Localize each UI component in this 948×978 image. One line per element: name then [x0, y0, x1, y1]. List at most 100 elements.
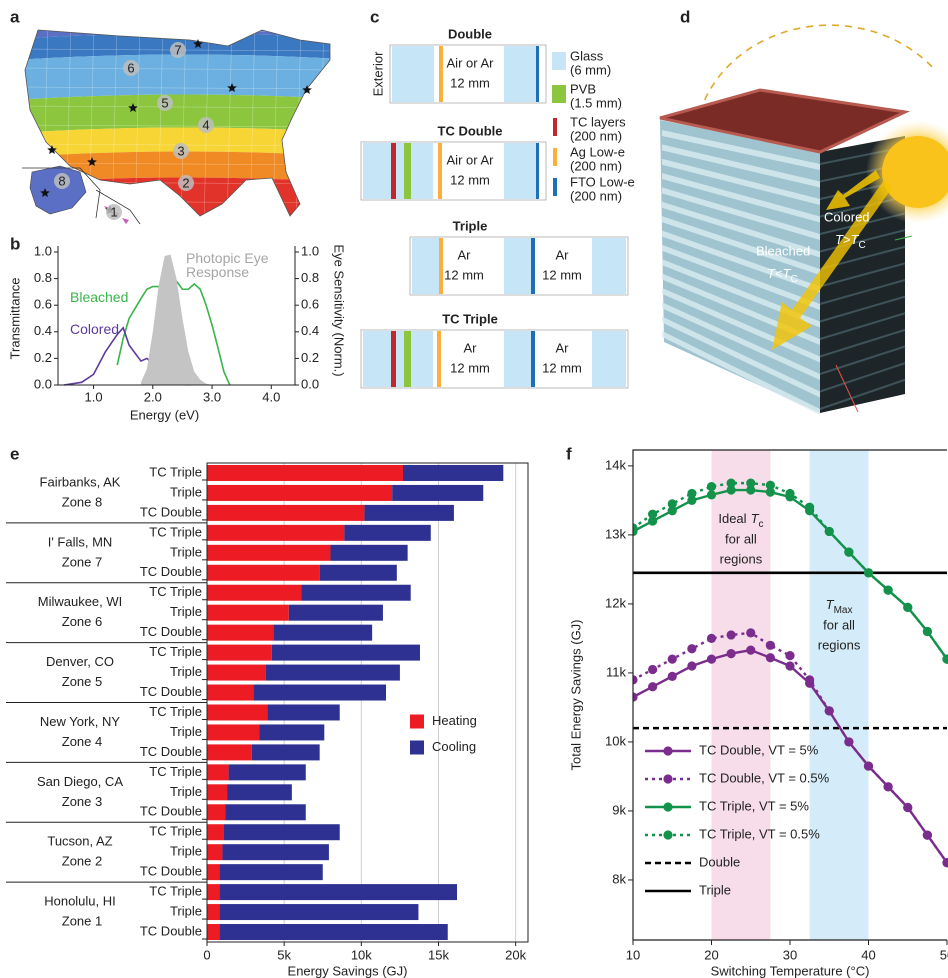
- y-tick-label: 0.8: [34, 270, 52, 285]
- zone-label: 8: [58, 173, 65, 188]
- window-layer: [592, 238, 626, 294]
- group-city: Milwaukee, WI: [38, 594, 123, 609]
- window-layer: [438, 143, 442, 199]
- group-city: New York, NY: [40, 714, 121, 729]
- series-marker: [923, 627, 932, 636]
- row-label: TC Double: [140, 923, 202, 938]
- y-tick-label: 14k: [605, 457, 626, 472]
- bar-segment: [344, 525, 430, 541]
- series-marker: [687, 489, 696, 498]
- legend-label: TC layers: [570, 114, 626, 129]
- gap-gas: Ar: [556, 247, 570, 262]
- series-marker: [785, 489, 794, 498]
- window-layer: [391, 143, 396, 199]
- gap-gas: Ar: [556, 340, 570, 355]
- row-label: TC Double: [140, 684, 202, 699]
- row-label: Triple: [170, 544, 202, 559]
- y-axis-title: Total Energy Savings (GJ): [568, 619, 583, 770]
- group-zone: Zone 1: [62, 914, 102, 929]
- x-tick-label: 10k: [351, 947, 372, 962]
- zone-label: 4: [202, 117, 209, 132]
- window-layer: [592, 331, 626, 387]
- bar-segment: [219, 924, 447, 940]
- legend-swatch: [553, 148, 557, 166]
- bar-segment: [227, 784, 292, 800]
- series-marker: [668, 672, 677, 681]
- annotation-subscript: Max: [834, 605, 853, 616]
- annotation-line: regions: [720, 551, 763, 566]
- axes: [633, 450, 947, 940]
- group-zone: Zone 6: [62, 614, 102, 629]
- y2-tick-label: 0.2: [301, 350, 319, 365]
- series-marker: [766, 653, 775, 662]
- series-line: [633, 483, 947, 659]
- window-title: TC Double: [438, 123, 503, 138]
- legend-label: TC Triple, VT = 0.5%: [699, 826, 820, 841]
- bar-segment: [207, 465, 403, 481]
- bar-segment: [224, 824, 340, 840]
- row-label: TC Triple: [149, 584, 202, 599]
- legend-swatch: [410, 741, 424, 755]
- bar-segment: [267, 704, 340, 720]
- bar-segment: [207, 525, 344, 541]
- window-layer: [437, 331, 441, 387]
- legend-detail: (200 nm): [570, 128, 622, 143]
- series-line: [633, 490, 947, 659]
- window-layer: [396, 143, 404, 199]
- series-marker: [844, 737, 853, 746]
- window-layer: [396, 331, 404, 387]
- county-line: [20, 20, 25, 225]
- y-tick-label: 0.4: [34, 323, 52, 338]
- group-city: Honolulu, HI: [44, 894, 116, 909]
- bar-segment: [207, 665, 266, 681]
- window-layer: [504, 46, 536, 102]
- row-label: TC Double: [140, 744, 202, 759]
- bar-segment: [207, 844, 222, 860]
- legend-swatch: [553, 178, 557, 196]
- row-label: Triple: [170, 604, 202, 619]
- legend-detail: (200 nm): [570, 158, 622, 173]
- y-tick-label: 0.2: [34, 350, 52, 365]
- y2-tick-label: 0.6: [301, 297, 319, 312]
- series-marker: [687, 661, 696, 670]
- series-marker: [766, 641, 775, 650]
- series-marker: [707, 655, 716, 664]
- row-label: TC Triple: [149, 884, 202, 899]
- y-tick-label: 11k: [606, 664, 626, 679]
- gap-gas: Ar: [458, 247, 472, 262]
- group-zone: Zone 5: [62, 674, 102, 689]
- window-layer: [392, 46, 434, 102]
- bar-segment: [207, 505, 364, 521]
- bar-segment: [207, 565, 320, 581]
- y-tick-label: 12k: [605, 595, 626, 610]
- window-layer: [439, 46, 443, 102]
- gap-width: 12 mm: [444, 267, 484, 282]
- window-title: Triple: [453, 218, 488, 233]
- zone-label: 2: [182, 175, 189, 190]
- series-marker: [805, 503, 814, 512]
- x-tick-label: 0: [203, 947, 210, 962]
- bar-segment: [207, 824, 224, 840]
- bar-segment: [219, 884, 457, 900]
- climate-zone: [0, 54, 340, 101]
- window-layer: [363, 143, 391, 199]
- group-zone: Zone 2: [62, 854, 102, 869]
- bar-segment: [301, 585, 411, 601]
- gap-width: 12 mm: [542, 267, 582, 282]
- x-axis-title: Energy Savings (GJ): [288, 963, 408, 978]
- series-marker: [648, 510, 657, 519]
- series-marker: [785, 661, 794, 670]
- row-label: TC Triple: [149, 464, 202, 479]
- state-label: Colored: [824, 209, 870, 224]
- annotation-subscript: c: [759, 519, 764, 530]
- y-tick-label: 8k: [612, 871, 626, 886]
- x-tick-label: 30: [783, 947, 797, 962]
- bar-segment: [273, 625, 372, 641]
- legend-detail: (6 mm): [570, 62, 611, 77]
- series-marker: [746, 479, 755, 488]
- y-axis-title: Transmittance: [7, 278, 22, 360]
- bar-segment: [207, 704, 267, 720]
- y-tick-label: 0.0: [34, 376, 52, 391]
- series-marker: [727, 479, 736, 488]
- bar-segment: [207, 545, 330, 561]
